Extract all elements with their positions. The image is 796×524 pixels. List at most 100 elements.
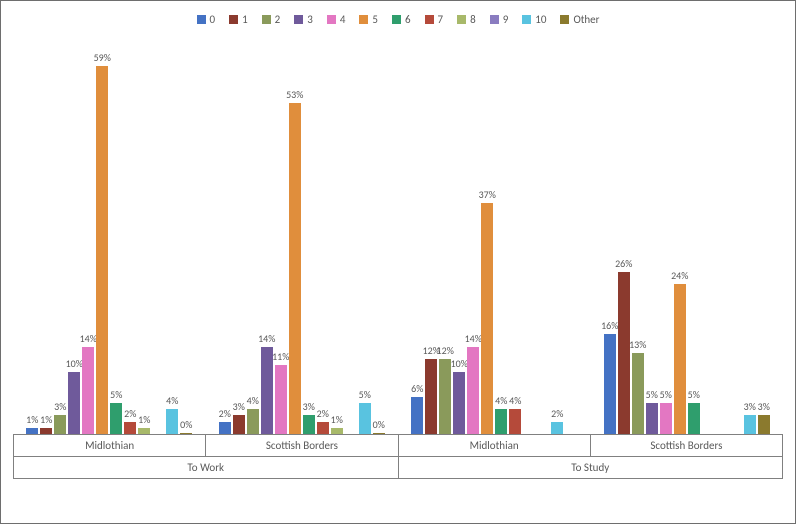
bar-value-label: 53%	[286, 88, 303, 101]
legend-label: 4	[340, 13, 346, 26]
legend-label: 8	[470, 13, 476, 26]
bar	[495, 409, 507, 434]
bar-column: 14%	[261, 34, 273, 434]
bar-value-label: 3%	[303, 400, 315, 413]
legend-item-8: 8	[457, 13, 476, 26]
bar	[481, 203, 493, 434]
bar-column: 37%	[481, 34, 493, 434]
legend-label: 5	[372, 13, 378, 26]
legend-item-other: Other	[560, 13, 599, 26]
legend-item-9: 9	[490, 13, 509, 26]
legend-label: 7	[438, 13, 444, 26]
bar-column: 13%	[632, 34, 644, 434]
legend-label: 6	[405, 13, 411, 26]
bar-column: 4%	[495, 34, 507, 434]
bar-value-label: 1%	[138, 413, 150, 426]
bar	[509, 409, 521, 434]
bar-value-label: 10%	[451, 357, 468, 370]
plot-area: 1%1%3%10%14%59%5%2%1%4%0%2%3%4%14%11%53%…	[13, 34, 783, 434]
bar-column: 1%	[40, 34, 52, 434]
bar-column: 5%	[110, 34, 122, 434]
bar-column: 2%	[219, 34, 231, 434]
bar	[618, 272, 630, 434]
bar-column: 2%	[124, 34, 136, 434]
legend-label: Other	[573, 13, 599, 26]
bar-column: 5%	[646, 34, 658, 434]
bar-value-label: 2%	[124, 407, 136, 420]
bar	[110, 403, 122, 434]
bar	[467, 347, 479, 434]
bar-column: 5%	[359, 34, 371, 434]
bar	[138, 428, 150, 434]
bar-group: 2%3%4%14%11%53%3%2%1%5%0%	[206, 34, 399, 434]
bar	[166, 409, 178, 434]
bar-value-label: 26%	[615, 257, 632, 270]
bar-value-label: 10%	[66, 357, 83, 370]
bar-column: 24%	[674, 34, 686, 434]
legend-item-5: 5	[359, 13, 378, 26]
bar	[54, 415, 66, 434]
bar-value-label: 2%	[317, 407, 329, 420]
legend-swatch	[560, 15, 569, 24]
bar	[275, 365, 287, 434]
bar-value-label: 14%	[80, 332, 97, 345]
bar-column	[565, 34, 577, 434]
bar-value-label: 24%	[671, 269, 688, 282]
legend-item-0: 0	[197, 13, 216, 26]
legend-item-7: 7	[425, 13, 444, 26]
legend-label: 9	[503, 13, 509, 26]
axis-subgroup-label: Midlothian	[399, 435, 591, 456]
bar	[247, 409, 259, 434]
bar-column: 11%	[275, 34, 287, 434]
bar-value-label: 3%	[758, 400, 770, 413]
bar-value-label: 37%	[479, 188, 496, 201]
bar-value-label: 13%	[629, 338, 646, 351]
axis-maingroup-label: To Study	[399, 456, 783, 478]
bar	[411, 397, 423, 434]
axis-subgroup-label: Midlothian	[14, 435, 206, 456]
bar	[40, 428, 52, 434]
bar-group: 6%12%12%10%14%37%4%4%2%	[398, 34, 591, 434]
legend-swatch	[490, 15, 499, 24]
bar-column	[730, 34, 742, 434]
bar	[359, 403, 371, 434]
bar	[96, 66, 108, 434]
legend-item-4: 4	[327, 13, 346, 26]
legend-swatch	[197, 15, 206, 24]
bar-column: 10%	[68, 34, 80, 434]
bar-column: 5%	[660, 34, 672, 434]
legend-swatch	[229, 15, 238, 24]
bar-column: 3%	[744, 34, 756, 434]
legend-swatch	[425, 15, 434, 24]
bar-column: 2%	[317, 34, 329, 434]
bar-column: 1%	[331, 34, 343, 434]
bar	[758, 415, 770, 434]
bar-value-label: 1%	[26, 413, 38, 426]
bar-column	[523, 34, 535, 434]
legend-label: 10	[535, 13, 546, 26]
legend-label: 0	[210, 13, 216, 26]
x-axis: MidlothianScottish BordersMidlothianScot…	[13, 434, 783, 479]
bar-value-label: 4%	[247, 394, 259, 407]
legend-item-3: 3	[294, 13, 313, 26]
bar-column: 3%	[54, 34, 66, 434]
legend-swatch	[392, 15, 401, 24]
bar	[331, 428, 343, 434]
bar	[233, 415, 245, 434]
bar	[646, 403, 658, 434]
bar	[551, 422, 563, 434]
bar-value-label: 5%	[688, 388, 700, 401]
bar-column: 10%	[453, 34, 465, 434]
legend-item-2: 2	[262, 13, 281, 26]
bar-column: 3%	[233, 34, 245, 434]
bar-value-label: 1%	[331, 413, 343, 426]
bar-column: 6%	[411, 34, 423, 434]
bar-value-label: 3%	[54, 400, 66, 413]
bar-column: 12%	[425, 34, 437, 434]
bar	[744, 415, 756, 434]
bar-column: 1%	[138, 34, 150, 434]
legend-item-6: 6	[392, 13, 411, 26]
bar-column	[537, 34, 549, 434]
bar-value-label: 0%	[180, 418, 192, 431]
bar-group: 1%1%3%10%14%59%5%2%1%4%0%	[13, 34, 206, 434]
